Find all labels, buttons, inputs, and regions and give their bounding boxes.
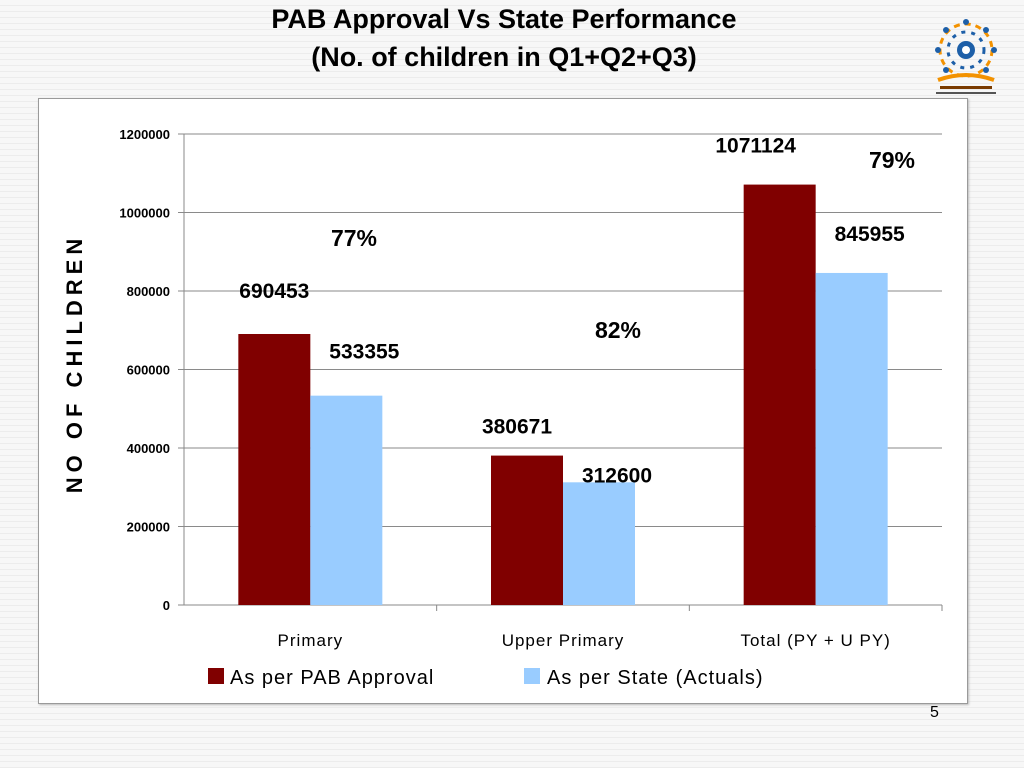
bar-pab-approval — [238, 333, 311, 605]
x-category-label: Upper Primary — [502, 631, 625, 650]
bar-pab-approval — [491, 455, 563, 605]
legend-swatch-state — [524, 668, 540, 684]
bar-pab-approval — [743, 184, 816, 605]
data-label-state: 533355 — [329, 341, 399, 364]
page-number: 5 — [930, 704, 939, 721]
data-label-pab: 690453 — [239, 280, 309, 303]
slide-title: PAB Approval Vs State Performance — [271, 4, 737, 34]
x-category-label: Primary — [278, 631, 344, 650]
y-tick-label: 600000 — [127, 363, 170, 378]
y-tick-label: 800000 — [127, 284, 170, 299]
x-category-label: Total (PY + U PY) — [740, 631, 890, 650]
slide-subtitle: (No. of children in Q1+Q2+Q3) — [311, 42, 697, 72]
bar-chart: 0 200000 400000 600000 800000 1000000 1200000 N… — [62, 127, 943, 689]
bar-state-actuals — [310, 395, 383, 605]
legend-label-pab: As per PAB Approval — [230, 667, 434, 689]
data-label-state: 845955 — [835, 223, 905, 246]
percent-label: 79% — [869, 147, 915, 173]
data-label-pab: 380671 — [482, 416, 552, 439]
mid-day-meal-logo — [935, 19, 997, 94]
y-tick-label: 1200000 — [119, 127, 170, 142]
legend-swatch-pab — [208, 668, 224, 684]
percent-label: 82% — [595, 317, 641, 343]
percent-label: 77% — [331, 225, 377, 251]
y-tick-label: 1000000 — [119, 206, 170, 221]
bar-state-actuals — [815, 272, 888, 605]
y-tick-label: 200000 — [127, 520, 170, 535]
bar-state-actuals — [563, 482, 635, 605]
legend-label-state: As per State (Actuals) — [547, 667, 764, 689]
data-label-pab: 1071124 — [715, 135, 796, 158]
y-tick-label: 400000 — [127, 441, 170, 456]
data-label-state: 312600 — [582, 464, 652, 487]
y-axis-title: NO OF CHILDREN — [62, 234, 87, 493]
y-tick-label: 0 — [163, 598, 170, 613]
